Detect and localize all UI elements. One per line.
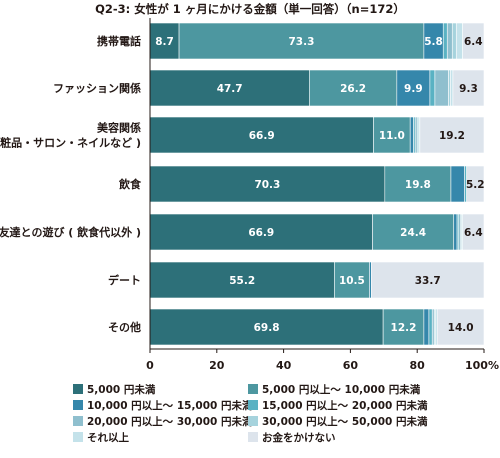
data-label: 33.7 [415,275,441,287]
legend-swatch [73,400,83,410]
data-label: 24.4 [400,227,426,239]
legend-label: お金をかけない [262,431,336,444]
category-label: 携帯電話 [97,34,141,48]
bar-segment [451,22,457,60]
data-label: 6.4 [464,227,483,239]
bar-segment [419,116,485,154]
bar-segment [373,116,411,154]
data-label: 14.0 [448,322,474,334]
data-label: 19.2 [439,130,465,142]
category-label: ( 化粧品・サロン・ネイルなど ) [0,136,141,150]
bar-segment [453,213,458,251]
chart-title: Q2-3: 女性が 1 ヶ月にかける金額（単一回答）（n=172） [95,2,405,16]
legend-swatch [248,432,258,442]
bar-segment [149,261,335,299]
bar-segment [178,22,425,60]
bar-segment [450,165,465,203]
bar-segment [372,213,455,251]
bar-segment [436,308,485,346]
legend-swatch [248,384,258,394]
bar-segment [149,165,386,203]
data-label: 26.2 [340,83,366,95]
legend-label: 30,000 円以上～ 50,000 円未満 [262,415,428,428]
category-label: 美容関係 [97,121,141,135]
x-tick-label: 60 [343,359,359,372]
category-label: その他 [108,320,141,334]
bar-segment [428,308,433,346]
data-label: 5.8 [424,36,443,48]
legend-label: 15,000 円以上～ 20,000 円未満 [262,399,428,412]
bar-segment [448,69,451,107]
legend-swatch [73,384,83,394]
data-label: 12.2 [391,322,417,334]
x-axis: 0 20 40 60 80 100% [146,18,499,372]
bar-segment [446,22,453,60]
legend-label: 20,000 円以上～ 30,000 円未満 [87,415,253,428]
bars-group: 8.7 73.3 5.8 6.4 47.7 26.2 9.9 9.3 66.9 11.0 19.2 7… [149,22,485,346]
bar-segment [442,22,448,60]
bar-segment [149,69,310,107]
legend-label: 5,000 円以上～ 10,000 円未満 [262,383,421,396]
legend: 5,000 円未満 5,000 円以上～ 10,000 円未満 10,000 円以上… [73,383,428,444]
bar-segment [382,308,425,346]
data-label: 47.7 [217,83,243,95]
bar-segment [309,69,398,107]
data-label: 70.3 [254,179,280,191]
data-label: 5.2 [466,179,485,191]
data-label: 66.9 [248,227,274,239]
x-tick-label: 100% [465,359,499,372]
bar-segment [462,213,485,251]
bar-segment [409,116,414,154]
data-label: 69.8 [254,322,280,334]
bar-segment [423,308,430,346]
data-label: 9.3 [459,83,478,95]
bar-segment [466,165,485,203]
legend-label: 5,000 円未満 [87,383,156,396]
x-tick-label: 40 [276,359,292,372]
legend-label: 10,000 円以上～ 15,000 円未満 [87,399,253,412]
x-tick-label: 0 [146,359,154,372]
x-tick-label: 80 [410,359,426,372]
data-label: 9.9 [404,83,423,95]
bar-segment [452,69,485,107]
data-label: 19.8 [405,179,431,191]
data-label: 66.9 [249,130,275,142]
bar-segment [455,22,463,60]
data-label: 10.5 [339,275,365,287]
bar-segment [450,69,454,107]
category-label: ファッション関係 [53,81,141,95]
legend-swatch [248,416,258,426]
bar-segment [384,165,452,203]
bar-segment [149,22,180,60]
data-label: 55.2 [229,275,255,287]
data-label: 8.7 [155,36,174,48]
bar-segment [371,261,485,299]
bar-segment [396,69,431,107]
bar-segment [462,22,485,60]
legend-swatch [73,416,83,426]
bar-segment [149,116,374,154]
category-label: 友達との遊び ( 飲食代以外 ) [0,225,141,239]
bar-segment [334,261,370,299]
bar-segment [149,308,384,346]
data-label: 73.3 [289,36,315,48]
bar-segment [429,69,436,107]
legend-label: それ以上 [87,431,129,444]
category-label: 飲食 [118,177,142,191]
legend-swatch [248,400,258,410]
category-label: デート [108,273,141,287]
x-tick-label: 20 [209,359,225,372]
data-label: 11.0 [379,130,405,142]
legend-swatch [73,432,83,442]
data-label: 6.4 [464,36,483,48]
bar-segment [434,69,449,107]
